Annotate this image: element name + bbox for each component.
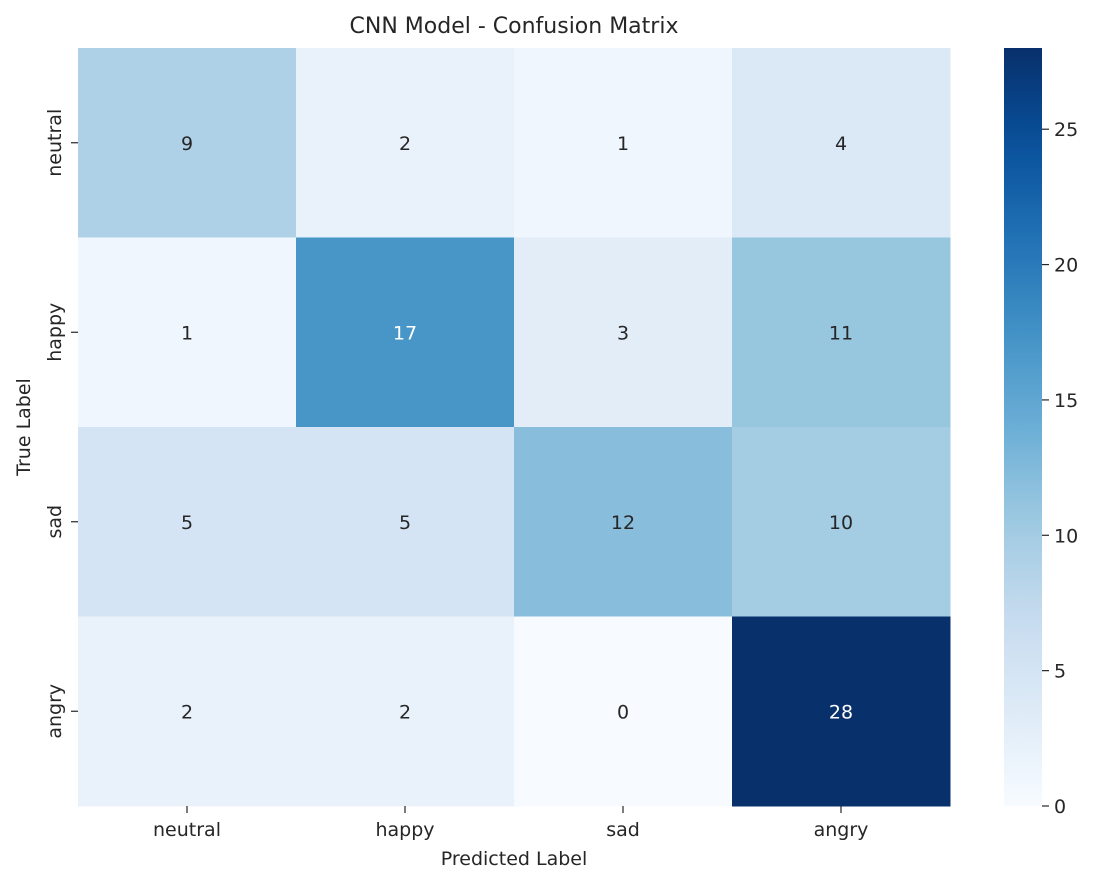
- heatmap-cell: [732, 237, 951, 428]
- heatmap-cell: [296, 427, 515, 617]
- y-axis: neutral happy sad angry: [44, 109, 78, 739]
- colorbar-tick-label: 20: [1054, 255, 1078, 277]
- heatmap-cell: [514, 237, 733, 428]
- heatmap-cell: [78, 48, 297, 238]
- cell-value-label: 9: [181, 133, 193, 155]
- cell-value-label: 12: [611, 512, 635, 534]
- y-tick-label: happy: [44, 303, 66, 362]
- x-tick-label: angry: [814, 819, 869, 841]
- cell-value-label: 1: [181, 322, 193, 344]
- x-tick-label: happy: [375, 819, 434, 841]
- heatmap-cell: [78, 616, 297, 807]
- y-tick-label: neutral: [44, 109, 66, 177]
- cell-value-label: 2: [399, 701, 411, 723]
- colorbar: 0 5 10 15 20 25: [1004, 48, 1078, 818]
- heatmap-cell: [296, 237, 515, 428]
- cell-value-label: 17: [393, 322, 417, 344]
- cell-value-label: 5: [399, 512, 411, 534]
- heatmap-cell: [732, 48, 951, 238]
- cell-value-label: 11: [829, 322, 853, 344]
- heatmap-cell: [78, 237, 297, 428]
- y-axis-label: True Label: [13, 378, 35, 477]
- colorbar-tick-label: 15: [1054, 390, 1078, 412]
- heatmap-cell: [296, 48, 515, 238]
- heatmap-cell: [514, 48, 733, 238]
- colorbar-gradient: [1004, 48, 1042, 806]
- x-axis: neutral happy sad angry: [153, 806, 868, 841]
- cell-value-label: 5: [181, 512, 193, 534]
- cell-value-label: 2: [399, 133, 411, 155]
- x-axis-label: Predicted Label: [441, 848, 588, 870]
- x-tick-label: sad: [606, 819, 640, 841]
- cell-value-label: 2: [181, 701, 193, 723]
- y-tick-label: sad: [44, 505, 66, 539]
- heatmap-grid: 9 2 1 4 1 17 3 11 5 5 12 10 2 2 0 28: [78, 48, 951, 807]
- y-tick-label: angry: [44, 684, 66, 739]
- heatmap-cell: [514, 616, 733, 807]
- heatmap-cell: [732, 616, 951, 807]
- colorbar-tick-label: 5: [1054, 661, 1066, 683]
- cell-value-label: 28: [829, 701, 853, 723]
- heatmap-cell: [514, 427, 733, 617]
- cell-value-label: 4: [835, 133, 847, 155]
- chart-title: CNN Model - Confusion Matrix: [350, 14, 679, 39]
- heatmap-cell: [78, 427, 297, 617]
- cell-value-label: 1: [617, 133, 629, 155]
- colorbar-tick-label: 25: [1054, 119, 1078, 141]
- colorbar-tick-label: 10: [1054, 525, 1078, 547]
- heatmap-cell: [296, 616, 515, 807]
- heatmap-cell: [732, 427, 951, 617]
- cell-value-label: 3: [617, 322, 629, 344]
- x-tick-label: neutral: [153, 819, 221, 841]
- cell-value-label: 0: [617, 701, 629, 723]
- colorbar-tick-label: 0: [1054, 796, 1066, 818]
- cell-value-label: 10: [829, 512, 853, 534]
